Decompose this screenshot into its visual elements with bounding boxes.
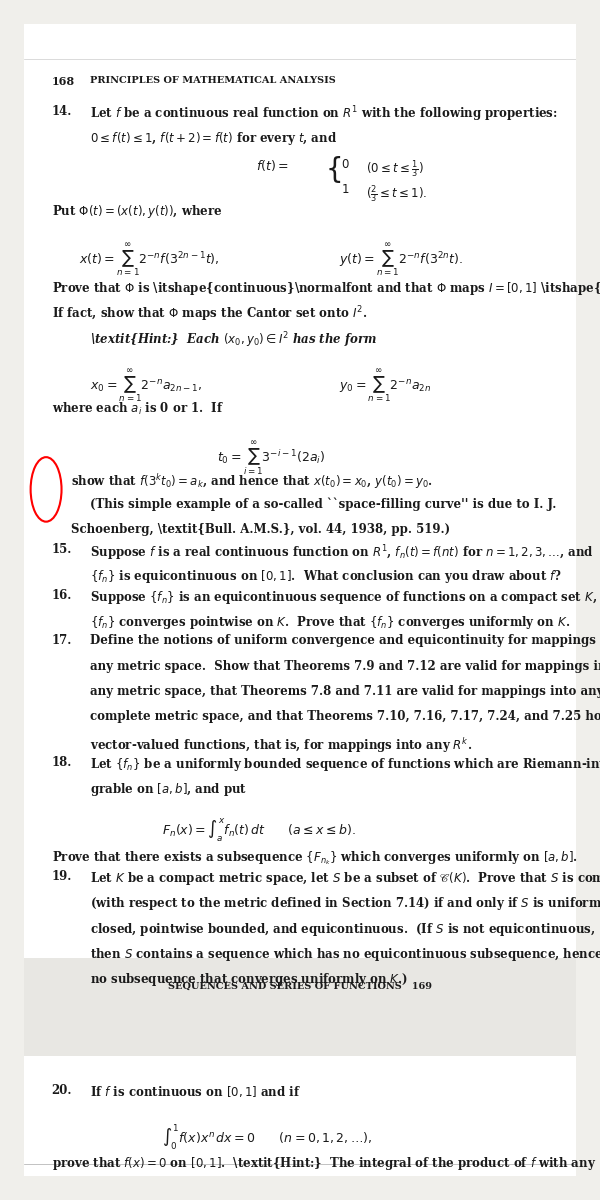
Text: $0$: $0$	[341, 158, 350, 170]
Text: $x_0 = \sum_{n=1}^{\infty} 2^{-n}a_{2n-1},$: $x_0 = \sum_{n=1}^{\infty} 2^{-n}a_{2n-1…	[90, 368, 203, 406]
Text: $0 \leq f(t) \leq 1$, $f(t + 2) = f(t)$ for every $t$, and: $0 \leq f(t) \leq 1$, $f(t + 2) = f(t)$ …	[90, 130, 337, 146]
Text: where each $a_i$ is 0 or 1.  If: where each $a_i$ is 0 or 1. If	[52, 401, 224, 418]
Text: 15.: 15.	[52, 544, 72, 556]
Text: Schoenberg, \textit{Bull. A.M.S.}, vol. 44, 1938, pp. 519.): Schoenberg, \textit{Bull. A.M.S.}, vol. …	[71, 523, 450, 536]
Text: $(\frac{2}{3} \leq t \leq 1).$: $(\frac{2}{3} \leq t \leq 1).$	[366, 184, 428, 205]
Text: vector-valued functions, that is, for mappings into any $R^k$.: vector-valued functions, that is, for ma…	[90, 736, 472, 755]
Text: 16.: 16.	[52, 589, 72, 601]
Text: $F_n(x) = \int_a^x f_n(t)\, dt \qquad (a \leq x \leq b).$: $F_n(x) = \int_a^x f_n(t)\, dt \qquad (a…	[162, 817, 356, 844]
Text: any metric space, that Theorems 7.8 and 7.11 are valid for mappings into any: any metric space, that Theorems 7.8 and …	[90, 685, 600, 698]
Text: (with respect to the metric defined in Section 7.14) if and only if $S$ is unifo: (with respect to the metric defined in S…	[90, 895, 600, 912]
Text: $y_0 = \sum_{n=1}^{\infty} 2^{-n}a_{2n}$: $y_0 = \sum_{n=1}^{\infty} 2^{-n}a_{2n}$	[338, 368, 431, 406]
Text: 17.: 17.	[52, 635, 72, 647]
Text: 19.: 19.	[52, 870, 72, 883]
Text: 20.: 20.	[52, 1085, 72, 1097]
Bar	[24, 958, 576, 1056]
Text: Put $\Phi(t) = (x(t), y(t))$, where: Put $\Phi(t) = (x(t), y(t))$, where	[52, 204, 222, 221]
Text: Define the notions of uniform convergence and equicontinuity for mappings into: Define the notions of uniform convergenc…	[90, 635, 600, 647]
Text: grable on $[a, b]$, and put: grable on $[a, b]$, and put	[90, 781, 248, 798]
Text: Let $K$ be a compact metric space, let $S$ be a subset of $\mathscr{C}(K)$.  Pro: Let $K$ be a compact metric space, let $…	[90, 870, 600, 887]
Text: Prove that $\Phi$ is \itshape{continuous}\normalfont and that $\Phi$ maps $I = [: Prove that $\Phi$ is \itshape{continuous…	[52, 280, 600, 299]
Text: If fact, show that $\Phi$ maps the Cantor set onto $I^2$.: If fact, show that $\Phi$ maps the Canto…	[52, 305, 367, 324]
Text: $f(t) =$: $f(t) =$	[256, 158, 289, 173]
Text: $x(t) = \sum_{n=1}^{\infty} 2^{-n}f(3^{2n-1}t),$: $x(t) = \sum_{n=1}^{\infty} 2^{-n}f(3^{2…	[79, 241, 220, 278]
Text: show that $f(3^k t_0) = a_k$, and hence that $x(t_0) = x_0$, $y(t_0) = y_0$.: show that $f(3^k t_0) = a_k$, and hence …	[71, 472, 433, 491]
Text: PRINCIPLES OF MATHEMATICAL ANALYSIS: PRINCIPLES OF MATHEMATICAL ANALYSIS	[90, 76, 336, 85]
Text: Suppose $\{f_n\}$ is an equicontinuous sequence of functions on a compact set $K: Suppose $\{f_n\}$ is an equicontinuous s…	[90, 589, 600, 606]
Text: then $S$ contains a sequence which has no equicontinuous subsequence, hence has: then $S$ contains a sequence which has n…	[90, 946, 600, 964]
Text: SEQUENCES AND SERIES OF FUNCTIONS   169: SEQUENCES AND SERIES OF FUNCTIONS 169	[168, 982, 432, 991]
Text: $\{$: $\{$	[325, 155, 341, 186]
Text: $y(t) = \sum_{n=1}^{\infty} 2^{-n}f(3^{2n}t).$: $y(t) = \sum_{n=1}^{\infty} 2^{-n}f(3^{2…	[338, 241, 463, 278]
Text: If $f$ is continuous on $[0, 1]$ and if: If $f$ is continuous on $[0, 1]$ and if	[90, 1085, 301, 1099]
Text: $1$: $1$	[341, 184, 350, 197]
Text: $\int_0^1 f(x)x^n\, dx = 0 \qquad (n = 0, 1, 2, \ldots),$: $\int_0^1 f(x)x^n\, dx = 0 \qquad (n = 0…	[162, 1122, 372, 1152]
Text: $(0 \leq t \leq \frac{1}{3})$: $(0 \leq t \leq \frac{1}{3})$	[366, 158, 424, 180]
Text: $t_0 = \sum_{i=1}^{\infty} 3^{-i-1}(2a_i)$: $t_0 = \sum_{i=1}^{\infty} 3^{-i-1}(2a_i…	[217, 439, 326, 478]
Text: Let $\{f_n\}$ be a uniformly bounded sequence of functions which are Riemann-int: Let $\{f_n\}$ be a uniformly bounded seq…	[90, 756, 600, 773]
Text: $\{f_n\}$ converges pointwise on $K$.  Prove that $\{f_n\}$ converges uniformly : $\{f_n\}$ converges pointwise on $K$. Pr…	[90, 614, 571, 631]
Text: $\{f_n\}$ is equicontinuous on $[0, 1]$.  What conclusion can you draw about $f$: $\{f_n\}$ is equicontinuous on $[0, 1]$.…	[90, 569, 563, 586]
Text: 168: 168	[52, 76, 75, 86]
Text: \textit{Hint:}  Each $(x_0, y_0) \in I^2$ has the form: \textit{Hint:} Each $(x_0, y_0) \in I^2$…	[90, 330, 377, 350]
Text: 18.: 18.	[52, 756, 72, 769]
Text: 14.: 14.	[52, 104, 72, 118]
Text: closed, pointwise bounded, and equicontinuous.  (If $S$ is not equicontinuous,: closed, pointwise bounded, and equiconti…	[90, 920, 596, 937]
Text: prove that $f(x) = 0$ on $[0, 1]$.  \textit{Hint:}  The integral of the product : prove that $f(x) = 0$ on $[0, 1]$. \text…	[52, 1156, 596, 1172]
Text: Suppose $f$ is a real continuous function on $R^1$, $f_n(t) = f(nt)$ for $n = 1,: Suppose $f$ is a real continuous functio…	[90, 544, 594, 563]
Text: complete metric space, and that Theorems 7.10, 7.16, 7.17, 7.24, and 7.25 hold f: complete metric space, and that Theorems…	[90, 710, 600, 724]
Text: Prove that there exists a subsequence $\{F_{n_k}\}$ which converges uniformly on: Prove that there exists a subsequence $\…	[52, 850, 578, 868]
Text: (This simple example of a so-called ``space-filling curve'' is due to I. J.: (This simple example of a so-called ``sp…	[90, 498, 557, 511]
Text: no subsequence that converges uniformly on $K$.): no subsequence that converges uniformly …	[90, 972, 408, 989]
Text: Let $f$ be a continuous real function on $R^1$ with the following properties:: Let $f$ be a continuous real function on…	[90, 104, 558, 125]
Text: any metric space.  Show that Theorems 7.9 and 7.12 are valid for mappings into: any metric space. Show that Theorems 7.9…	[90, 660, 600, 673]
